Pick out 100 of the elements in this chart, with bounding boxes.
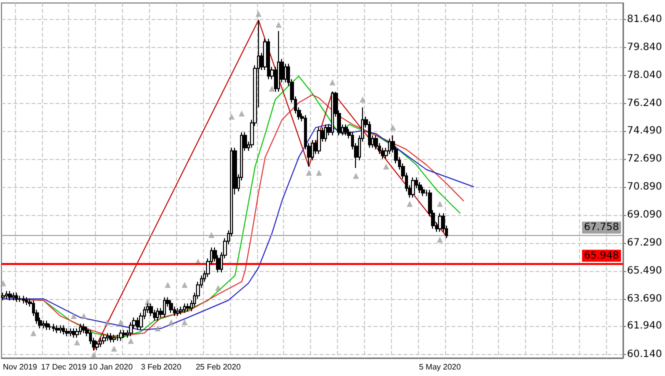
y-tick-label: 65.490 [627,265,662,276]
candlestick [55,324,59,334]
candlestick [52,323,55,332]
candlestick [388,138,391,155]
candlestick [18,295,22,302]
point [390,124,396,131]
x-tick-label: Nov 2019 [2,362,38,372]
point [360,96,366,103]
candlestick [421,186,425,197]
candlestick [5,290,8,300]
candlestick [418,182,422,194]
y-tick-label: 74.490 [627,125,662,136]
point [90,352,97,358]
candlestick [15,292,18,302]
candlestick [186,303,190,312]
candlestick [1,292,5,301]
candlestick [179,306,183,315]
line-series [2,124,474,330]
candlestick [99,337,102,348]
point [111,346,118,352]
candlestick [374,134,378,150]
point [306,170,312,176]
y-tick-label: 67.290 [627,237,662,248]
candlestick [368,120,371,148]
candlestick [277,30,280,92]
candlestick [284,63,287,83]
candlestick [82,323,86,334]
line-series [93,20,448,351]
y-tick-label: 81.640 [627,14,662,26]
candlestick [109,332,112,343]
candlestick [116,334,119,342]
candlestick [12,292,15,301]
y-tick-label: 72.690 [627,153,662,164]
point [406,200,413,207]
candlestick [42,320,45,329]
y-tick-label: 61.940 [627,320,662,332]
candlestick [72,328,75,338]
point [70,312,77,319]
point [118,319,124,326]
candlestick [65,328,69,337]
candlestick [129,322,133,337]
candlestick [48,323,52,330]
candlestick [122,329,126,338]
candlestick [267,38,270,80]
candlestick [119,329,123,342]
point [74,339,80,346]
candlestick [102,334,106,344]
y-tick-label: 76.240 [627,98,662,110]
candlestick [112,334,116,343]
candlestick [183,303,186,314]
point [436,200,443,207]
x-tick-label: 25 Feb 2020 [196,362,242,372]
y-tick-label: 60.140 [627,348,662,360]
point [168,319,174,326]
candlestick [149,303,153,316]
y-tick-label: 63.690 [627,293,662,304]
candlestick [163,296,166,318]
point [182,282,188,288]
candlestick [62,324,65,336]
candlestick [69,328,72,337]
x-tick-label: 17 Dec 2019 [40,362,87,372]
candlestick [75,328,79,338]
candlestick [156,308,159,322]
point [276,22,282,28]
point [80,312,87,319]
point [215,284,222,291]
point [154,325,161,332]
y-tick-label: 70.890 [627,181,662,192]
candlestick [25,296,28,306]
point [0,280,6,286]
point [182,319,188,326]
x-tick-label: 3 Feb 2020 [140,362,182,372]
y-tick-label: 69.090 [627,209,662,220]
candlestick [79,323,82,336]
point [30,330,36,336]
candlestick [344,124,348,136]
point [436,236,443,243]
candlestick [8,290,12,301]
candlestick [45,320,49,330]
point [268,86,275,92]
candlestick [331,91,334,136]
candlestick [95,340,99,351]
candlestick [106,332,109,342]
point [128,338,134,344]
point [316,170,322,176]
candlestick [324,124,327,142]
x-tick-label: 5 May 2020 [419,362,462,372]
point [329,79,336,86]
point [228,114,235,120]
x-tick-label: 10 Jan 2020 [88,362,134,372]
candlestick [411,176,415,198]
candlestick [317,127,321,155]
candlestick [136,317,139,330]
candlestick [438,212,442,232]
candlestick [59,324,62,334]
y-tick-label: 79.840 [627,42,662,54]
ref-line-label: 65.948 [584,250,620,262]
point [238,110,245,117]
ref-line-label: 67.758 [584,222,620,234]
point [164,282,171,288]
